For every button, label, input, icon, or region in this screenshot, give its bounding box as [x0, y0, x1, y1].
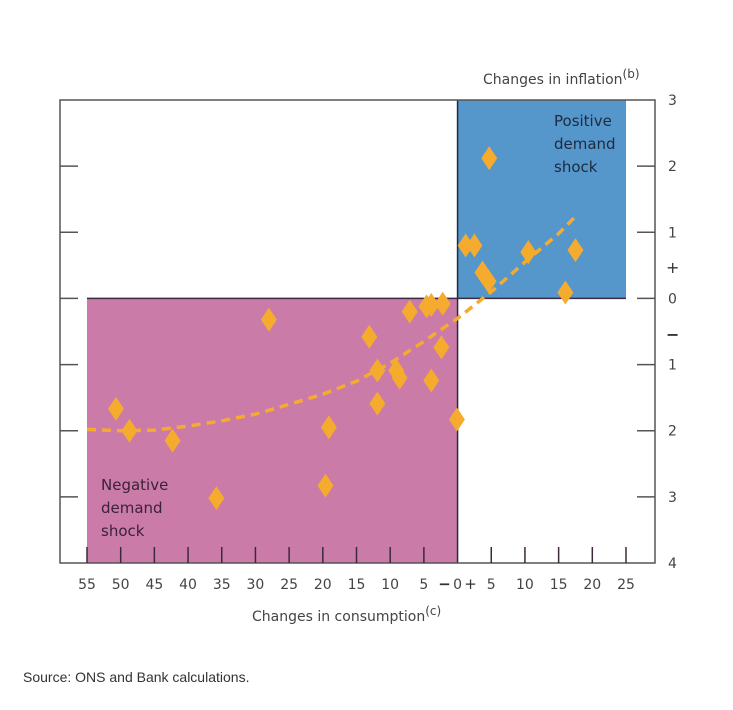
x-tick-label: 45	[145, 577, 163, 593]
negative-shock-label: demand	[101, 499, 163, 517]
x-tick-label: 25	[617, 577, 635, 593]
data-point	[401, 299, 418, 324]
fitted-curve	[86, 213, 579, 433]
x-tick-label: 55	[78, 577, 96, 593]
x-tick-label: 35	[213, 577, 231, 593]
x-tick-label: 0	[453, 577, 462, 593]
x-tick-label: 20	[314, 577, 332, 593]
data-point	[369, 391, 386, 416]
data-point	[557, 280, 574, 305]
data-point	[121, 418, 138, 443]
plot-frame	[59, 99, 656, 564]
data-point	[320, 415, 337, 440]
y-tick-label: 3	[668, 490, 677, 506]
x-axis-title-superscript: (c)	[425, 604, 441, 618]
source-note: Source: ONS and Bank calculations.	[23, 669, 250, 685]
data-point	[361, 324, 378, 349]
data-point	[317, 473, 334, 498]
y-tick-label: 4	[668, 556, 677, 572]
data-point	[208, 486, 225, 511]
data-point	[481, 146, 498, 171]
y-axis-title-superscript: (b)	[623, 67, 640, 81]
data-point	[567, 238, 584, 263]
x-axis-title: Changes in consumption(c)	[252, 604, 441, 625]
data-point	[466, 233, 483, 258]
data-point	[448, 407, 465, 432]
y-tick-label: 1	[668, 225, 677, 241]
y-tick-label: 2	[668, 424, 677, 440]
data-point	[520, 240, 537, 265]
data-point	[434, 291, 451, 316]
data-point	[457, 233, 474, 258]
x-sign-plus: +	[464, 575, 477, 593]
y-tick-label: 3	[668, 93, 677, 109]
negative-shock-label: shock	[101, 522, 145, 540]
y-sign-plus: +	[666, 258, 679, 277]
data-point	[107, 396, 124, 421]
x-sign-minus: −	[438, 575, 451, 593]
x-tick-label: 20	[583, 577, 601, 593]
x-tick-label: 5	[419, 577, 428, 593]
x-tick-label: 15	[550, 577, 568, 593]
y-tick-label: 1	[668, 358, 677, 374]
negative-shock-label: Negative	[101, 476, 168, 494]
scatter-chart: Positive demand shock Negative demand shock 3 2…	[59, 67, 679, 625]
x-tick-label: 15	[348, 577, 366, 593]
x-tick-label: 10	[516, 577, 534, 593]
positive-shock-label: Positive	[554, 112, 612, 130]
positive-shock-label: demand	[554, 135, 616, 153]
data-point	[260, 307, 277, 332]
x-tick-label: 5	[487, 577, 496, 593]
data-point	[423, 368, 440, 393]
x-tick-label: 10	[381, 577, 399, 593]
x-tick-label: 30	[247, 577, 265, 593]
y-sign-minus: −	[666, 325, 679, 344]
x-tick-label: 40	[179, 577, 197, 593]
positive-shock-label: shock	[554, 158, 598, 176]
x-tick-label: 25	[280, 577, 298, 593]
x-tick-label: 50	[112, 577, 130, 593]
y-axis-title: Changes in inflation(b)	[483, 67, 640, 88]
y-tick-label: 0	[668, 291, 677, 307]
data-point	[433, 335, 450, 360]
data-point	[480, 269, 497, 294]
data-point	[164, 428, 181, 453]
data-point	[369, 358, 386, 383]
data-point	[391, 365, 408, 390]
data-point	[423, 293, 440, 318]
y-tick-label: 2	[668, 159, 677, 175]
